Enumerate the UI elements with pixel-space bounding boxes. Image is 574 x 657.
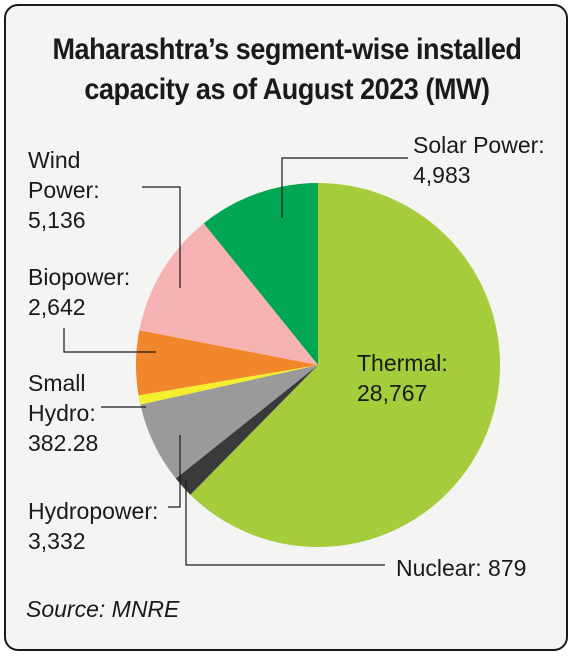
label-small-hydro-name-1: Small <box>28 370 86 396</box>
chart-title-line-2: capacity as of August 2023 (MW) <box>84 73 490 106</box>
label-biopower-name: Biopower: <box>28 264 131 290</box>
label-thermal: Thermal: 28,767 <box>357 348 448 408</box>
label-thermal-value: 28,767 <box>357 380 428 406</box>
chart-title: Maharashtra’s segment-wise installed cap… <box>29 30 546 110</box>
chart-title-line-1: Maharashtra’s segment-wise installed <box>52 33 522 66</box>
label-wind-name-2: Power: <box>28 177 100 203</box>
label-small-hydro-value: 382.28 <box>28 430 99 456</box>
label-wind-power: Wind Power: 5,136 <box>28 145 100 235</box>
label-hydropower-value: 3,332 <box>28 528 86 554</box>
pie-slice-nuclear <box>175 365 318 495</box>
label-solar-value: 4,983 <box>413 162 471 188</box>
pie-slice-small-hydro <box>138 365 318 405</box>
pie-slice-solar-power <box>203 183 318 365</box>
label-solar-power: Solar Power: 4,983 <box>413 130 545 190</box>
label-nuclear: Nuclear: 879 <box>396 553 526 583</box>
pie-slice-hydropower <box>140 365 318 479</box>
label-biopower: Biopower: 2,642 <box>28 262 130 322</box>
leader-line-biopower <box>63 328 156 353</box>
pie-slice-biopower <box>135 330 318 396</box>
pie-slice-wind-power <box>139 223 318 365</box>
leader-line-wind <box>142 186 181 288</box>
label-solar-name: Solar Power: <box>413 132 545 158</box>
source-note: Source: MNRE <box>26 596 180 622</box>
label-small-hydro-name-2: Hydro: <box>28 400 96 426</box>
label-hydropower: Hydropower: 3,332 <box>28 496 158 556</box>
label-thermal-name: Thermal: <box>357 350 448 376</box>
pie-slice-thermal <box>190 183 500 547</box>
label-biopower-value: 2,642 <box>28 294 86 320</box>
label-hydropower-name: Hydropower: <box>28 498 159 524</box>
label-small-hydro: Small Hydro: 382.28 <box>28 368 98 458</box>
label-wind-value: 5,136 <box>28 207 86 233</box>
label-nuclear-text: Nuclear: 879 <box>396 555 527 581</box>
leader-line-hydropower <box>168 435 181 508</box>
label-wind-name-1: Wind <box>28 147 81 173</box>
leader-line-nuclear <box>185 480 385 566</box>
leader-line-solar <box>281 157 408 218</box>
